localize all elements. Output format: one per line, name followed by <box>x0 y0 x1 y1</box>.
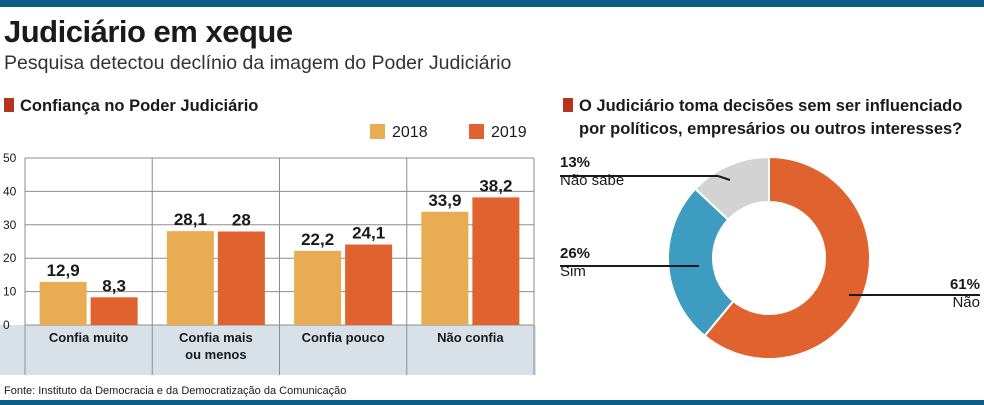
donut-title-line1: O Judiciário toma decisões sem ser influ… <box>579 97 963 115</box>
legend-2018: 2018 <box>370 124 428 142</box>
pct-sim: 26% <box>560 245 591 262</box>
legend-swatch-2018 <box>370 124 385 139</box>
data-label-2019: 24,1 <box>352 224 385 243</box>
slice-1 <box>667 187 735 338</box>
label-nao: 61% Não <box>930 276 980 312</box>
bar-2019 <box>472 197 520 325</box>
section-marker-icon <box>563 98 573 112</box>
section-marker-icon <box>4 98 14 112</box>
category-label: Confia muito <box>49 330 128 345</box>
y-tick-label: 30 <box>3 218 17 232</box>
data-label-2018: 12,9 <box>47 261 80 280</box>
y-tick-label: 40 <box>3 184 17 198</box>
legend-label-2019: 2019 <box>491 124 527 141</box>
category-band <box>0 325 536 375</box>
category-label: Não confia <box>437 330 504 345</box>
name-sim: Sim <box>560 263 586 280</box>
pct-nao-sabe: 13% <box>560 154 591 171</box>
category-label: Confia mais <box>179 330 253 345</box>
bar-2018 <box>294 250 342 325</box>
data-label-2018: 28,1 <box>174 210 207 229</box>
donut-title-line2: por políticos, empresários ou outros int… <box>579 120 963 138</box>
data-label-2018: 22,2 <box>301 230 334 249</box>
y-tick-label: 10 <box>3 285 17 299</box>
legend-swatch-2019 <box>469 124 484 139</box>
bar-2018 <box>166 231 214 325</box>
bar-2019 <box>217 231 265 325</box>
legend-2019: 2019 <box>469 124 527 142</box>
data-label-2019: 28 <box>232 210 251 229</box>
donut-chart <box>560 155 980 360</box>
y-tick-label: 50 <box>3 151 17 165</box>
bar-chart: 0 10 20 30 40 50 12,9 8,3 Confia muito 28,1 28 Conf… <box>0 151 536 375</box>
bar-section-title-text: Confiança no Poder Judiciário <box>20 97 259 115</box>
y-tick-label: 0 <box>3 318 10 332</box>
bar-section-title: Confiança no Poder Judiciário <box>4 95 258 118</box>
name-nao: Não <box>952 294 980 311</box>
name-nao-sabe: Não sabe <box>560 172 625 189</box>
bar-2018 <box>421 211 469 325</box>
bar-2019 <box>90 297 138 325</box>
bar-2018 <box>39 281 87 325</box>
page-subtitle: Pesquisa detectou declínio da imagem do … <box>4 52 512 74</box>
data-label-2019: 8,3 <box>102 276 126 295</box>
y-tick-label: 20 <box>3 251 17 265</box>
donut-section-title: O Judiciário toma decisões sem ser influ… <box>563 95 962 141</box>
data-label-2019: 38,2 <box>479 176 512 195</box>
bottom-band <box>0 400 984 405</box>
bar-2019 <box>345 244 393 325</box>
category-label: ou menos <box>185 347 246 362</box>
slice-2 <box>693 155 770 222</box>
legend-label-2018: 2018 <box>392 124 428 141</box>
slice-0 <box>703 155 871 360</box>
source-note: Fonte: Instituto da Democracia e da Demo… <box>4 385 347 397</box>
category-label: Confia pouco <box>302 330 385 345</box>
page-title: Judiciário em xeque <box>4 14 293 49</box>
pct-nao: 61% <box>949 276 980 293</box>
label-nao-sabe: 13% Não sabe <box>560 154 624 190</box>
data-label-2018: 33,9 <box>428 191 461 210</box>
top-band <box>0 0 984 7</box>
leader-nao-sabe-d <box>717 175 731 181</box>
label-sim: 26% Sim <box>560 245 590 281</box>
